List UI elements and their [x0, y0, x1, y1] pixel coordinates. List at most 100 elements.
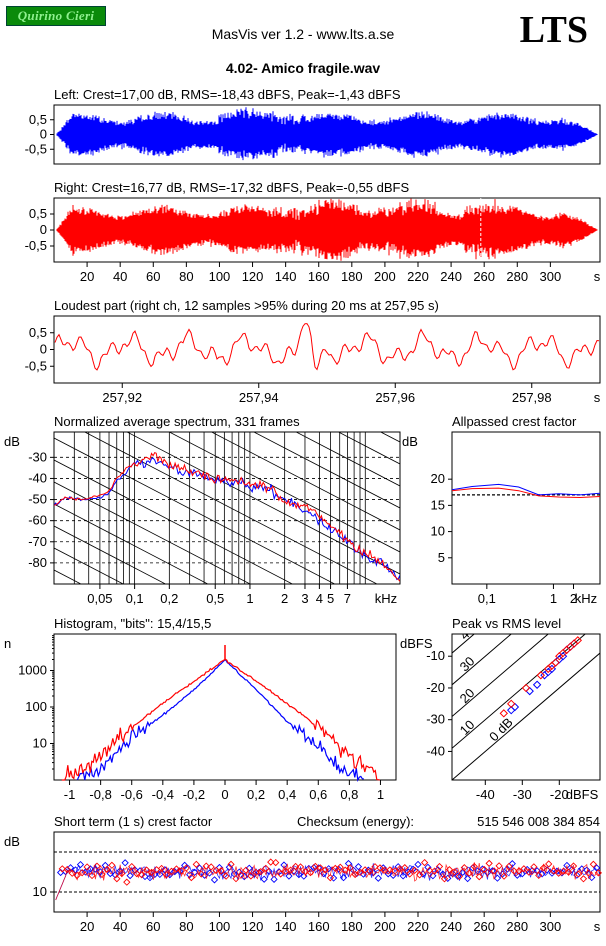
crest-point [291, 862, 300, 871]
crest-point [270, 875, 278, 883]
crest-point [195, 864, 204, 872]
x-tick-label: 240 [440, 269, 462, 284]
crest-point [503, 865, 511, 873]
crest-point [131, 866, 139, 874]
y-tick-label: -0,5 [25, 141, 47, 156]
crest-point [316, 864, 325, 872]
crest-point [424, 863, 432, 871]
crest-point [245, 864, 253, 872]
x-tick-label: 280 [506, 269, 528, 284]
crest-point [257, 868, 265, 876]
x-tick-label: 300 [540, 919, 562, 934]
x-tick-label: 140 [275, 919, 297, 934]
y-tick-label: 10 [33, 736, 47, 751]
crest-trace [451, 483, 601, 496]
crest-point [594, 869, 602, 877]
crest-point [505, 862, 513, 871]
chart-title: Peak vs RMS level [452, 616, 561, 631]
x-tick-label: 160 [308, 269, 330, 284]
x-tick-label: -0,8 [89, 787, 111, 802]
crest-diagonal-label: 10 [457, 717, 478, 738]
crest-point [364, 866, 373, 874]
crest-point [406, 870, 414, 878]
histogram-trace [61, 658, 380, 781]
crest-point [376, 864, 384, 872]
x-tick-label: -30 [513, 787, 532, 802]
crest-point [78, 869, 86, 877]
crest-point [356, 868, 364, 877]
y-tick-label: 0 [40, 222, 47, 237]
x-unit-label: kHz [575, 591, 597, 606]
crest-point [182, 864, 191, 872]
crest-point [103, 865, 111, 874]
crest-point [401, 863, 409, 872]
x-tick-label: 160 [308, 919, 330, 934]
crest-point [277, 870, 285, 878]
x-tick-label: 3 [301, 591, 308, 606]
y-axis-label: dBFS [400, 636, 433, 651]
y-tick-label: 10 [33, 884, 47, 899]
x-tick-label: 180 [341, 269, 363, 284]
crest-point [326, 874, 334, 882]
crest-diagonal-line [452, 652, 600, 780]
y-tick-label: 1000 [18, 663, 47, 678]
crest-point [470, 862, 478, 871]
slope-grid-line [253, 432, 400, 509]
crest-point [151, 870, 159, 878]
crest-point [68, 869, 76, 877]
slope-grid-line [210, 432, 400, 531]
short-term-crest-chart: Short term (1 s) crest factor Checksum (e… [4, 814, 602, 934]
x-tick-label: 140 [275, 269, 297, 284]
plot-frame [53, 431, 401, 585]
crest-point [227, 860, 235, 868]
x-tick-label: 257,92 [102, 390, 142, 405]
crest-point [200, 871, 209, 879]
crest-point [272, 858, 280, 867]
scatter-point [558, 652, 568, 661]
crest-point [545, 860, 553, 868]
slope-grid-line [54, 525, 167, 584]
crest-point [113, 875, 121, 883]
crest-point [589, 860, 598, 868]
x-tick-label: 240 [440, 919, 462, 934]
x-tick-label: 40 [113, 269, 127, 284]
crest-point [267, 858, 275, 866]
y-tick-label: 10 [431, 524, 445, 539]
crest-point [232, 874, 240, 883]
checksum-value: 515 546 008 384 854 [477, 814, 600, 829]
waveform-trace [56, 107, 598, 161]
plot-frame [451, 633, 601, 781]
chart-title: Histogram, "bits": 15,4/15,5 [54, 616, 211, 631]
crest-point [247, 872, 255, 880]
y-axis-label: dB [4, 834, 20, 849]
crest-point [329, 874, 338, 882]
x-tick-label: 257,96 [375, 390, 415, 405]
crest-point [190, 868, 199, 876]
scatter-point [525, 686, 534, 696]
crest-point [435, 862, 444, 871]
y-tick-label: -30 [28, 449, 47, 464]
quirino-badge: Quirino Cieri [6, 6, 106, 26]
crest-point [500, 872, 508, 880]
crest-point [242, 866, 250, 874]
x-tick-label: 0,5 [206, 591, 224, 606]
crest-point [480, 865, 488, 874]
chart-title: Allpassed crest factor [452, 414, 577, 429]
crest-point [520, 865, 528, 873]
y-tick-label: 20 [431, 471, 445, 486]
crest-trace [451, 487, 601, 499]
scatter-point [536, 671, 546, 680]
x-tick-label: 0,2 [160, 591, 178, 606]
crest-point [88, 871, 96, 880]
x-tick-label: 5 [327, 591, 334, 606]
chart-title: Right: Crest=16,77 dB, RMS=-17,32 dBFS, … [54, 180, 409, 195]
y-tick-label: 0,5 [29, 325, 47, 340]
x-unit-label: kHz [375, 591, 397, 606]
crest-point [162, 871, 171, 879]
x-tick-label: 0,1 [478, 591, 496, 606]
crest-point [311, 862, 320, 871]
crest-point [98, 870, 106, 879]
x-tick-label: 120 [242, 919, 264, 934]
x-tick-label: 1 [377, 787, 384, 802]
